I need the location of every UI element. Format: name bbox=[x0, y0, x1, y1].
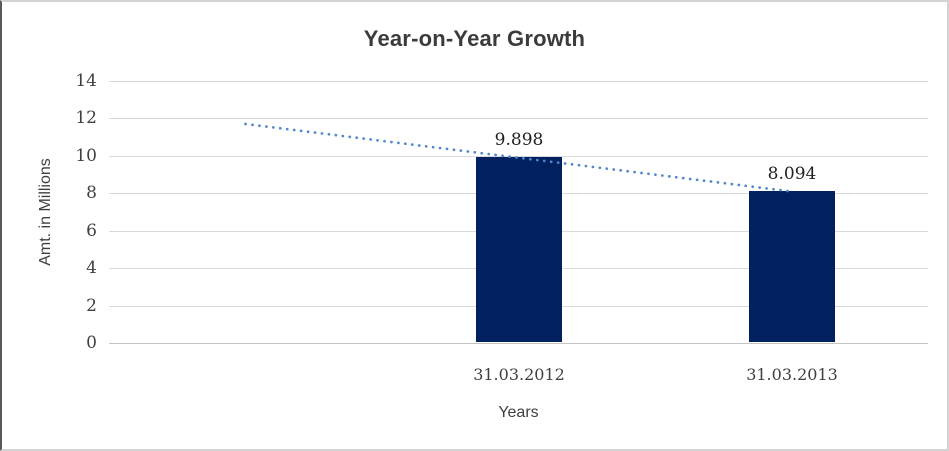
bar-value-label: 8.094 bbox=[767, 164, 817, 184]
x-axis-line bbox=[109, 343, 928, 344]
x-category-label: 31.03.2013 bbox=[746, 365, 838, 384]
y-tick-label: 0 bbox=[86, 333, 97, 353]
gridline bbox=[109, 81, 928, 82]
plot-area: 9.898 8.094 bbox=[109, 81, 928, 344]
y-tick-label: 6 bbox=[86, 221, 97, 241]
y-tick-label: 14 bbox=[75, 71, 97, 91]
y-tick-label: 12 bbox=[75, 108, 97, 128]
bar-value-label: 9.898 bbox=[494, 130, 544, 150]
y-tick-label: 4 bbox=[86, 258, 97, 278]
y-tick-label: 8 bbox=[86, 183, 97, 203]
bar bbox=[749, 191, 835, 342]
y-tick-label: 10 bbox=[75, 146, 97, 166]
y-tick-label: 2 bbox=[86, 296, 97, 316]
y-axis-title: Amt. in Millions bbox=[37, 158, 54, 266]
chart-title: Year-on-Year Growth bbox=[363, 26, 586, 51]
x-category-label: 31.03.2012 bbox=[473, 365, 565, 384]
gridline bbox=[109, 118, 928, 119]
x-axis-title: Years bbox=[498, 404, 539, 421]
bar bbox=[476, 157, 562, 342]
